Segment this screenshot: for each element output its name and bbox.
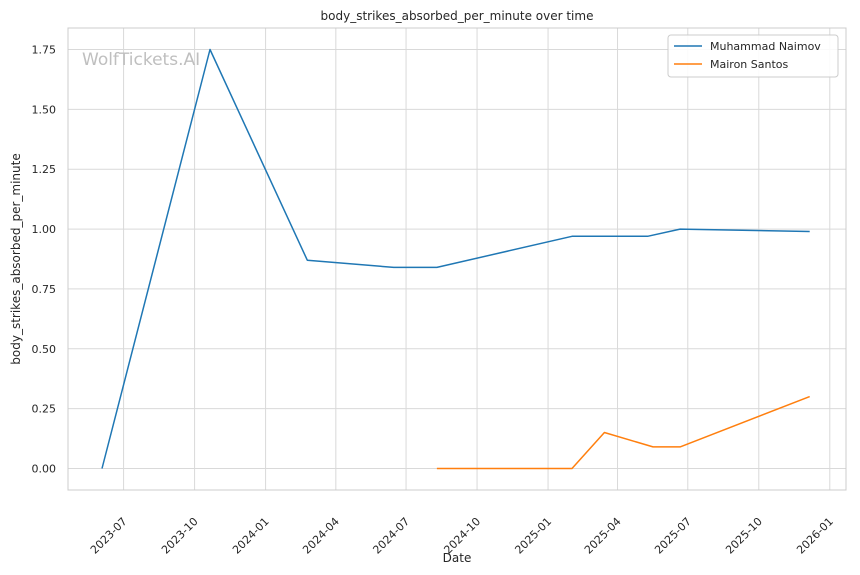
legend: Muhammad Naimov Mairon Santos [667, 34, 839, 78]
y-axis-label: body_strikes_absorbed_per_minute [9, 153, 23, 364]
legend-entry-label: Muhammad Naimov [710, 40, 821, 53]
y-tick-label: 1.75 [32, 44, 57, 57]
x-axis-label: Date [443, 551, 472, 565]
series-line-1 [436, 395, 810, 470]
watermark-text: WolfTickets.AI [82, 50, 200, 70]
legend-box [667, 34, 839, 78]
y-axis-ticks: 0.00 0.25 0.50 0.75 1.00 1.25 1.50 1.75 [32, 44, 57, 476]
legend-entry-label: Mairon Santos [710, 58, 789, 71]
grid [68, 28, 846, 490]
y-tick-label: 1.00 [32, 223, 57, 236]
plot-area [67, 27, 847, 491]
series-lines [101, 48, 810, 470]
y-tick-label: 0.00 [32, 462, 57, 475]
y-tick-label: 0.50 [32, 343, 57, 356]
series-line-0 [101, 48, 810, 469]
y-tick-label: 1.25 [32, 163, 57, 176]
y-tick-label: 0.25 [32, 403, 57, 416]
chart-title: body_strikes_absorbed_per_minute over ti… [321, 9, 594, 23]
y-tick-label: 1.50 [32, 103, 57, 116]
y-tick-label: 0.75 [32, 283, 57, 296]
